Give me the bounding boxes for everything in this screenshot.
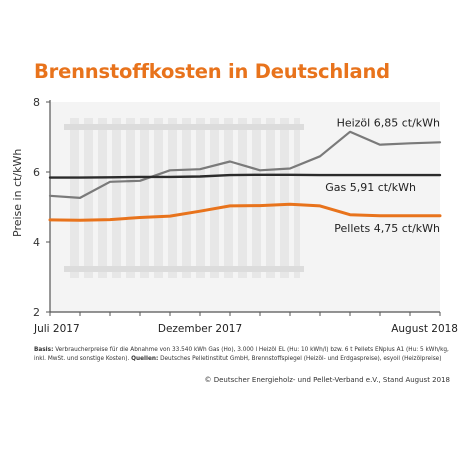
- series-lines: [48, 130, 442, 222]
- basis-label: Basis:: [34, 345, 54, 353]
- y-tick-label: 4: [33, 236, 40, 249]
- gas-line: [48, 173, 442, 179]
- heizoel-line: [48, 130, 442, 199]
- chart-title: Brennstoffkosten in Deutschland: [34, 60, 390, 83]
- pellets-line: [48, 202, 442, 222]
- sources-text: Deutsches Pelletinstitut GmbH, Brennstof…: [160, 354, 442, 363]
- heizoel-label: Heizöl 6,85 ct/kWh: [337, 116, 440, 129]
- x-tick-label: Dezember 2017: [158, 323, 242, 335]
- series-labels: Heizöl 6,85 ct/kWh Gas 5,91 ct/kWh Pellets…: [325, 116, 440, 235]
- sources-label: Quellen:: [131, 354, 159, 363]
- axes: 2 4 6 8 Juli 2017 Dezember 2017 August 2018: [33, 96, 458, 335]
- y-tick-label: 6: [33, 166, 40, 179]
- basis-text: Verbraucherpreise für die Abnahme von 33…: [34, 345, 449, 363]
- radiator-bottom-bar: [64, 266, 304, 272]
- gas-label: Gas 5,91 ct/kWh: [325, 181, 416, 194]
- y-tick-label: 2: [33, 306, 40, 319]
- copyright-note: © Deutscher Energieholz- und Pellet-Verb…: [204, 376, 450, 384]
- y-tick-label: 8: [33, 96, 40, 109]
- x-tick-label: Juli 2017: [33, 323, 80, 335]
- pellets-label: Pellets 4,75 ct/kWh: [334, 222, 440, 235]
- footnote: Basis: Verbraucherpreise für die Abnahme…: [34, 345, 454, 364]
- radiator-top-bar: [64, 124, 304, 130]
- x-tick-label: August 2018: [391, 323, 458, 335]
- radiator-fins: [70, 118, 300, 278]
